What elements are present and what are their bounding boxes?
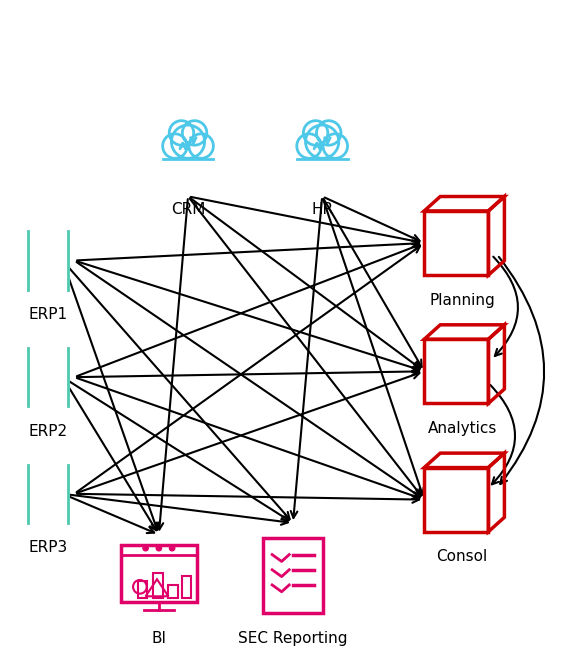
Ellipse shape [28, 221, 69, 242]
Text: Consol: Consol [437, 549, 488, 564]
Ellipse shape [28, 279, 69, 300]
Circle shape [182, 121, 207, 145]
Text: SEC Reporting: SEC Reporting [239, 631, 347, 646]
Circle shape [169, 121, 194, 145]
Circle shape [171, 125, 205, 158]
Bar [153, 572, 163, 598]
Bar [28, 231, 69, 290]
Circle shape [163, 134, 187, 158]
Circle shape [143, 545, 148, 551]
Text: CRM: CRM [171, 202, 205, 217]
Text: Planning: Planning [430, 293, 495, 307]
Bar [263, 537, 323, 613]
Bar [182, 576, 191, 598]
Text: ERP3: ERP3 [29, 541, 67, 555]
Bar [138, 581, 148, 598]
Ellipse shape [28, 396, 69, 417]
Circle shape [316, 121, 341, 145]
Circle shape [305, 125, 339, 158]
Bar [28, 348, 69, 407]
Text: Analytics: Analytics [427, 421, 497, 436]
Circle shape [189, 134, 213, 158]
Ellipse shape [28, 338, 69, 358]
Circle shape [156, 545, 162, 551]
Circle shape [323, 134, 347, 158]
Bar [121, 545, 197, 602]
Circle shape [297, 134, 321, 158]
Text: ERP2: ERP2 [29, 424, 67, 439]
Text: BI: BI [151, 631, 166, 646]
Bar [162, 141, 214, 159]
Circle shape [169, 545, 175, 551]
Circle shape [304, 121, 328, 145]
Text: ERP1: ERP1 [29, 307, 67, 322]
Text: HR: HR [311, 202, 333, 217]
Ellipse shape [28, 454, 69, 475]
Bar [296, 141, 349, 159]
Ellipse shape [28, 512, 69, 533]
Bar [28, 465, 69, 523]
Bar [168, 584, 178, 598]
